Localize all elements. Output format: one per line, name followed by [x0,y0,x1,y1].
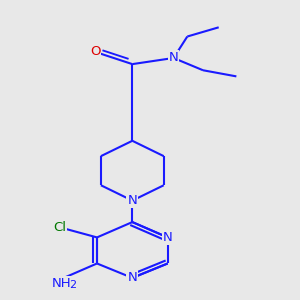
Text: N: N [169,52,178,64]
Text: 2: 2 [69,280,76,290]
Text: NH: NH [52,277,71,290]
Text: N: N [128,272,137,284]
Text: O: O [90,45,100,58]
Text: N: N [128,194,137,207]
Text: Cl: Cl [53,221,66,234]
Text: N: N [163,231,172,244]
